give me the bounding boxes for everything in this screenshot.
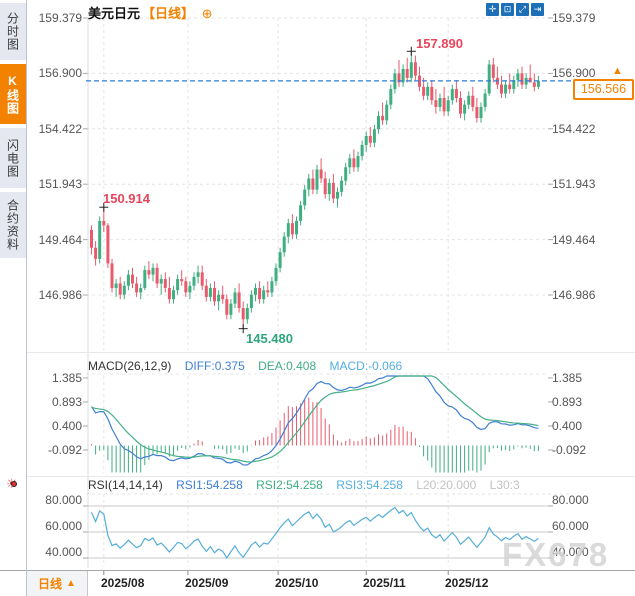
macd-label-right: 1.385: [552, 371, 583, 385]
price-label-left: 154.422: [38, 122, 82, 136]
chart-title: 美元日元 【日线】 ⊕: [88, 3, 213, 22]
pan-tool-icon[interactable]: ✛: [486, 3, 499, 16]
macd-label-right: 0.893: [552, 395, 583, 409]
macd-label-left: -0.092: [47, 443, 82, 457]
macd-diff-value: DIFF:0.375: [184, 359, 245, 373]
price-label-right: 151.943: [552, 177, 596, 191]
indicator-settings-icon[interactable]: ☀: [6, 476, 22, 492]
price-label-left: 149.464: [38, 233, 82, 247]
sidebar-item-label: 合约资料: [5, 199, 20, 251]
price-label-left: 159.379: [38, 11, 82, 25]
last-price-box: 156.566: [573, 79, 634, 100]
x-axis-label: 2025/10: [275, 576, 319, 590]
macd-label-left: 0.893: [51, 395, 82, 409]
rsi-label-right: 60.000: [552, 519, 589, 533]
x-axis-label: 2025/12: [445, 576, 489, 590]
rsi-label-left: 40.000: [45, 545, 82, 559]
rsi-label-left: 80.000: [45, 493, 82, 507]
rsi1-value: RSI1:54.258: [176, 478, 243, 492]
price-label-right: 159.379: [552, 11, 596, 25]
chevron-up-icon: ▲: [66, 578, 76, 589]
macd-label-left: 1.385: [51, 371, 82, 385]
price-label-right: 156.900: [552, 66, 596, 80]
price-label-right: 154.422: [552, 122, 596, 136]
sidebar-item-contract-info[interactable]: 合约资料: [0, 192, 26, 258]
period-label: 日线: [38, 577, 63, 591]
macd-header: MACD(26,12,9) DIFF:0.375 DEA:0.408 MACD:…: [88, 359, 412, 373]
price-up-arrow-icon: ▲: [612, 65, 623, 77]
sidebar-divider: [26, 0, 27, 596]
annotation-high: 157.890: [416, 36, 463, 51]
annotation-low: 145.480: [246, 331, 293, 346]
macd-label-right: 0.400: [552, 419, 583, 433]
sidebar-item-label: 闪电图: [5, 138, 20, 178]
rsi-label-right: 80.000: [552, 493, 589, 507]
period-selector-button[interactable]: 日线 ▲: [27, 571, 88, 596]
price-label-left: 151.943: [38, 177, 82, 191]
rsi-label-left: 60.000: [45, 519, 82, 533]
sidebar-item-line-chart[interactable]: 闪电图: [0, 128, 26, 188]
rsi-label-right: 40.000: [552, 545, 589, 559]
price-label-right: 149.464: [552, 233, 596, 247]
price-label-right: 146.986: [552, 288, 596, 302]
rsi3-value: RSI3:54.258: [336, 478, 403, 492]
macd-params: MACD(26,12,9): [88, 359, 172, 373]
rsi2-value: RSI2:54.258: [256, 478, 323, 492]
x-axis-label: 2025/09: [185, 576, 229, 590]
sidebar-item-time-chart[interactable]: 分时图: [0, 3, 26, 60]
zoom-scale-icon[interactable]: ⤢: [516, 3, 529, 16]
add-indicator-icon[interactable]: ⊕: [201, 6, 213, 21]
macd-label-right: -0.092: [552, 443, 587, 457]
price-label-left: 146.986: [38, 288, 82, 302]
watermark: FX678: [502, 536, 610, 573]
sidebar-item-label: K线图: [5, 73, 20, 115]
price-label-left: 156.900: [38, 66, 82, 80]
x-axis-label: 2025/11: [363, 576, 406, 590]
annotation-early-high: 150.914: [103, 191, 150, 206]
symbol-name: 美元日元: [88, 6, 141, 21]
rsi-l20-value: L20:20.000: [416, 478, 477, 492]
x-axis-label: 2025/08: [101, 576, 145, 590]
macd-hist-value: MACD:-0.066: [329, 359, 403, 373]
macd-dea-value: DEA:0.408: [258, 359, 317, 373]
period-tag: 【日线】: [142, 6, 195, 21]
zoom-window-icon[interactable]: ⊡: [501, 3, 514, 16]
exit-chart-icon[interactable]: ⇥: [531, 3, 544, 16]
sun-core-icon: [11, 481, 17, 487]
rsi-l30-value: L30:3: [489, 478, 520, 492]
rsi-header: RSI(14,14,14) RSI1:54.258 RSI2:54.258 RS…: [88, 478, 530, 492]
macd-label-left: 0.400: [51, 419, 82, 433]
sidebar-item-label: 分时图: [5, 12, 20, 51]
sidebar-item-candle-chart[interactable]: K线图: [0, 64, 26, 124]
rsi-params: RSI(14,14,14): [88, 478, 163, 492]
chart-toolbar: ✛ ⊡ ⤢ ⇥: [486, 3, 544, 16]
